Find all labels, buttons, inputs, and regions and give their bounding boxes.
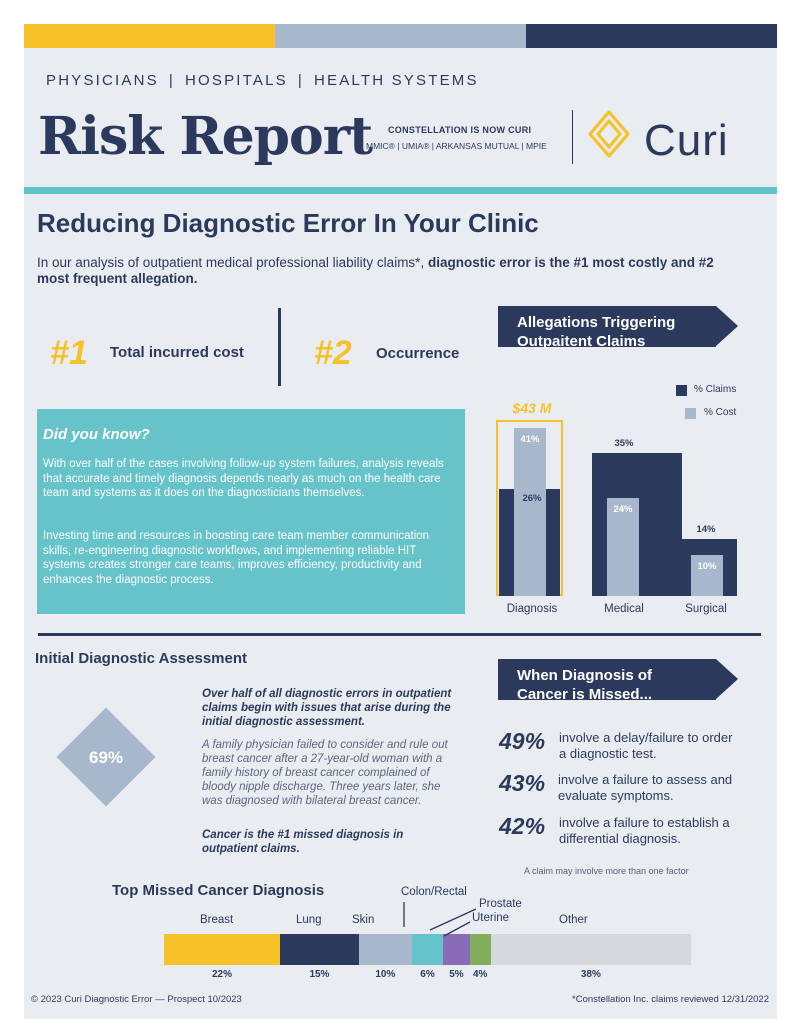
bar-cost-medical [607,497,639,596]
did-you-know-paragraph-1: With over half of the cases involving fo… [43,458,444,499]
label-cost-medical: 24% [613,503,633,515]
allegations-banner-line2: Outpaitent Claims [517,333,646,350]
teal-divider [24,187,777,194]
segment-label-uterine: Uterine [472,912,510,924]
allegations-banner: Allegations Triggering Outpaitent Claims [498,306,738,350]
leader-prostate [429,908,477,931]
constellation-notice: CONSTELLATION IS NOW CURI [388,125,532,135]
segment-label-skin: Skin [352,914,375,926]
brand-list: MMIC® | UMIA® | ARKANSAS MUTUAL | MPIE [366,141,547,151]
initial-assessment-heading: Initial Diagnostic Assessment [35,650,248,667]
category-label-surgical: Surgical [685,603,727,615]
main-heading: Reducing Diagnostic Error In Your Clinic [37,208,539,238]
segment-pct-lung: 15% [309,969,330,980]
segment-label-lung: Lung [296,914,322,926]
segment-skin [358,934,412,965]
stat-divider [278,308,281,386]
missed-text-1: involve a delay/failure to order a diagn… [559,730,733,761]
header-bar-navy [526,24,777,48]
audience-kicker: PHYSICIANS | HOSPITALS | HEALTH SYSTEMS [46,72,479,89]
segment-colon-rectal [411,934,444,965]
curi-logo-text: Curi [644,116,729,165]
segment-other [490,934,691,965]
leader-uterine [443,921,471,937]
segment-pct-other: 38% [580,969,601,980]
stat-rank-occurrence: #2 [314,334,352,372]
header-bar-grayblue [275,24,526,48]
segment-label-prostate: Prostate [479,898,522,910]
top-missed-heading: Top Missed Cancer Diagnosis [112,882,325,899]
intro-plain: In our analysis of outpatient medical pr… [37,255,428,270]
missed-text-2: involve a failure to assess and evaluate… [558,772,733,803]
segment-leader-lines [403,902,477,937]
missed-diagnosis-banner: When Diagnosis of Cancer is Missed... [498,659,738,703]
legend-swatch-claims [676,385,687,396]
stat-rank-cost: #1 [50,334,88,372]
missed-text-3: involve a failure to establish a differe… [559,815,730,846]
label-cost-surgical: 10% [697,561,717,573]
segment-uterine [469,934,491,965]
kicker-separator: | [168,72,175,89]
missed-pct-1: 49% [499,728,546,754]
legend-swatch-cost [685,408,696,419]
footer-source-note: *Constellation Inc. claims reviewed 12/3… [572,994,769,1005]
segment-prostate [443,934,470,965]
missed-banner-line2: Cancer is Missed... [517,686,653,703]
legend-label-cost: % Cost [704,407,737,418]
legend-label-claims: % Claims [694,384,737,395]
label-claims-diagnosis: 26% [522,493,542,505]
intro-paragraph: In our analysis of outpatient medical pr… [37,255,737,287]
header-divider [572,110,573,164]
cancer-stacked-bar: Breast 22% Lung 15% Skin 10% Colon/Rectal 6% Pro… [24,24,777,1019]
label-claims-medical: 35% [614,437,634,449]
closing-statement: Cancer is the #1 missed diagnosis in out… [202,829,404,855]
footer-copyright: © 2023 Curi Diagnostic Error — Prospect … [31,994,242,1005]
segment-label-colon-rectal: Colon/Rectal [401,886,467,898]
case-example: A family physician failed to consider an… [202,739,448,807]
did-you-know-title: Did you know? [43,426,150,443]
category-label-diagnosis: Diagnosis [506,603,558,615]
stat-label-occurrence: Occurrence [376,345,460,362]
curi-diamond-logo-icon [588,110,630,158]
segment-pct-colon-rectal: 6% [420,969,435,980]
allegations-bar-chart: $43 M 41% 26% Diagnosis 35% 24% Medical 14% 10% S… [24,24,777,624]
initial-assessment-intro: Over half of all diagnostic errors in ou… [202,688,452,728]
kicker-health-systems: HEALTH SYSTEMS [313,72,479,89]
missed-footnote: A claim may involve more than one factor [524,866,689,876]
missed-banner-line1: When Diagnosis of [517,667,652,684]
did-you-know-paragraph-2: Investing time and resources in boosting… [43,530,430,586]
bar-cost-surgical [691,555,723,596]
section-divider [38,633,761,636]
bar-cost-diagnosis [514,428,546,596]
segment-label-other: Other [559,914,588,926]
kicker-separator: | [297,72,304,89]
category-label-medical: Medical [604,603,644,615]
kicker-hospitals: HOSPITALS [184,72,288,89]
segment-pct-breast: 22% [211,969,232,980]
kicker-physicians: PHYSICIANS [46,72,159,89]
missed-pct-2: 43% [499,770,546,796]
header-bar-yellow [24,24,275,48]
segment-lung [279,934,359,965]
segment-pct-uterine: 4% [472,969,488,980]
diagnosis-cost-annotation: $43 M [512,400,552,416]
segment-label-breast: Breast [200,914,234,926]
segment-pct-prostate: 5% [449,969,464,980]
risk-report-page: PHYSICIANS | HOSPITALS | HEALTH SYSTEMS Risk… [24,24,777,1019]
segment-breast [164,934,280,965]
label-claims-surgical: 14% [696,523,716,535]
did-you-know-box: Did you know? With over half of the case… [37,409,465,614]
allegations-banner-line1: Allegations Triggering [517,314,676,331]
missed-pct-3: 42% [499,813,546,839]
segment-pct-skin: 10% [375,969,396,980]
report-title: Risk Report [38,106,373,167]
stat-label-cost: Total incurred cost [110,344,244,361]
diamond-value: 69% [88,748,124,767]
label-cost-diagnosis: 41% [520,434,540,445]
intro-bold: diagnostic error is the #1 most costly a… [37,255,714,286]
